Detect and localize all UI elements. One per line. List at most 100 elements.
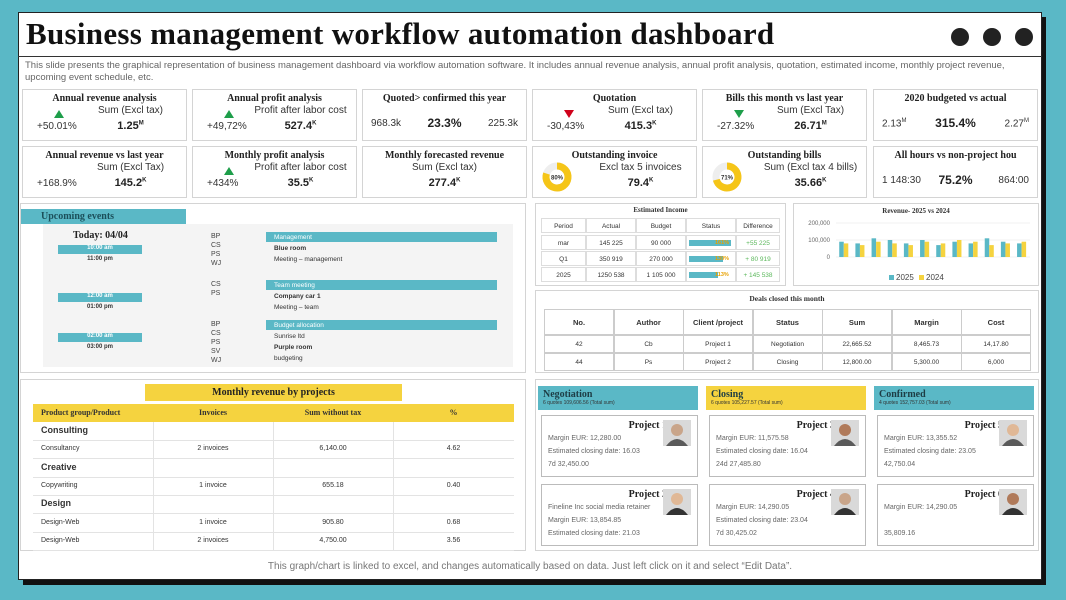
avatar-body (1002, 508, 1024, 515)
monthly-col-line (393, 458, 394, 477)
kpi-value: 79.4K (585, 177, 696, 189)
event-person: PS (211, 290, 221, 297)
income-budget: 90 000 (651, 240, 671, 247)
monthly-cell: 4.62 (446, 445, 461, 453)
monthly-cell: 905.80 (322, 518, 344, 526)
footer-note: This graph/chart is linked to excel, and… (267, 561, 793, 572)
trend-arrow (564, 110, 574, 118)
monthly-col-line (393, 513, 394, 532)
event-detail: Meeting – team (274, 304, 319, 311)
deals-header: Sum (822, 309, 892, 335)
monthly-col-line (393, 476, 394, 495)
event-time-bar (58, 293, 142, 302)
income-period: mar (557, 240, 570, 247)
bar (924, 241, 930, 257)
monthly-col-line (273, 495, 274, 514)
kpi-value-unit: K (652, 120, 657, 127)
income-cell: 145 225 (586, 235, 636, 250)
income-cell: 130% (686, 251, 736, 266)
project-detail: Margin EUR: 14,290.05 (884, 504, 958, 511)
kpi-value-unit: M (138, 120, 144, 127)
income-header: Budget (636, 218, 686, 233)
income-cell: 350 919 (586, 251, 636, 266)
kpi-change: -30,43% (547, 121, 585, 132)
monthly-cell: 4,750.00 (319, 536, 347, 544)
income-cell: 1 105 000 (636, 267, 686, 282)
pipeline-panel: Negotiation 6 quotes 109,606.56 (Total su… (535, 379, 1039, 551)
kpi-label: Profit after labor cost (254, 105, 347, 116)
kpi-label: Sum (Excl tax) (607, 105, 673, 116)
donut: 71% (712, 162, 742, 192)
project-detail: Margin EUR: 11,575.58 (716, 435, 789, 442)
income-cell: 2025 (541, 267, 586, 282)
project-detail: 24d 27,485.80 (716, 461, 761, 468)
project-detail: Estimated closing date: 21.03 (548, 530, 640, 537)
status-bar (689, 272, 719, 278)
bar (989, 245, 994, 257)
deals-cell: 5,300.00 (891, 353, 962, 371)
trend-arrow-shape (564, 110, 574, 118)
monthly-col-line (153, 422, 154, 440)
event-person: BP (211, 233, 221, 240)
donut-arc (712, 162, 742, 192)
event-detail: budgeting (274, 355, 303, 362)
project-detail: Margin EUR: 13,355.52 (884, 435, 958, 442)
y-tick-label: 0 (827, 255, 831, 261)
monthly-group: Consulting (41, 425, 88, 435)
kpi-value-number: 79.4 (627, 177, 650, 189)
legend-label: 2025 (896, 273, 914, 282)
kpi-title: Annual revenue analysis (52, 93, 157, 104)
avatar-head (839, 424, 851, 436)
kpi-value: 23.3% (427, 116, 462, 130)
kpi-left: 1 148:30 (882, 175, 921, 186)
trend-arrow-shape (54, 110, 64, 118)
avatar-body (834, 439, 856, 446)
income-cell: mar (541, 235, 586, 250)
kpi-value: 145.2K (75, 177, 186, 189)
kpi-value: 527.4K (245, 120, 356, 132)
project-card: Project 2 Fineline Inc social media retai… (541, 484, 698, 546)
kpi-card: Annual revenue vs last year Sum (Excl Tax… (22, 146, 187, 198)
stage-header (538, 386, 698, 410)
bar (968, 243, 974, 257)
kpi-right: 225.3k (488, 118, 518, 129)
project-detail: Estimated closing date: 23.05 (884, 448, 976, 455)
project-detail: 35,809.16 (884, 530, 916, 537)
monthly-group: Creative (41, 461, 77, 472)
deals-header: Margin (891, 309, 962, 335)
deals-header: Status (752, 309, 823, 335)
stage-title: Confirmed (879, 389, 926, 400)
kpi-title: Outstanding bills (747, 150, 822, 161)
monthly-col-line (273, 513, 274, 532)
event-category-bar (266, 232, 497, 242)
menu-dots[interactable] (945, 25, 1039, 49)
kpi-card: Outstanding invoice 80% Excl tax 5 invoice… (532, 146, 697, 198)
income-cell: 161% (686, 235, 736, 250)
income-header: Period (541, 218, 586, 233)
kpi-left-number: 2.13 (882, 118, 902, 130)
event-end: 01:00 pm (86, 304, 113, 310)
monthly-cell: 655.18 (322, 481, 344, 489)
monthly-row-line (33, 549, 514, 551)
stage-summary: 6 quotes 105,227.57 (Total sum) (711, 400, 783, 406)
kpi-value: 277.4K (363, 177, 526, 189)
monthly-col-line (393, 531, 394, 550)
monthly-col-line (273, 476, 274, 495)
bar (936, 245, 941, 257)
kpi-card: 2020 budgeted vs actual 2.13M 315.4% 2.27M (873, 89, 1038, 141)
avatar-head (671, 493, 683, 505)
stage-title: Closing (711, 389, 744, 400)
trend-arrow-shape (734, 110, 744, 118)
income-cell: 270 000 (636, 251, 686, 266)
project-card: Project 1 Margin EUR: 12,280.00 Estimated … (541, 415, 698, 477)
kpi-card: Monthly profit analysis Profit after labo… (192, 146, 357, 198)
kpi-value: 1.25M (75, 120, 186, 132)
income-cell: Q1 (541, 251, 586, 266)
bar (843, 243, 849, 257)
event-detail: Sunrise ltd (274, 333, 305, 340)
monthly-cell: 0.68 (446, 518, 461, 526)
income-header: Status (686, 218, 736, 233)
kpi-card: Quoted> confirmed this year 968.3k 23.3% 22… (362, 89, 527, 141)
monthly-header: Invoices (199, 408, 227, 417)
events-title: Upcoming events (41, 211, 115, 222)
